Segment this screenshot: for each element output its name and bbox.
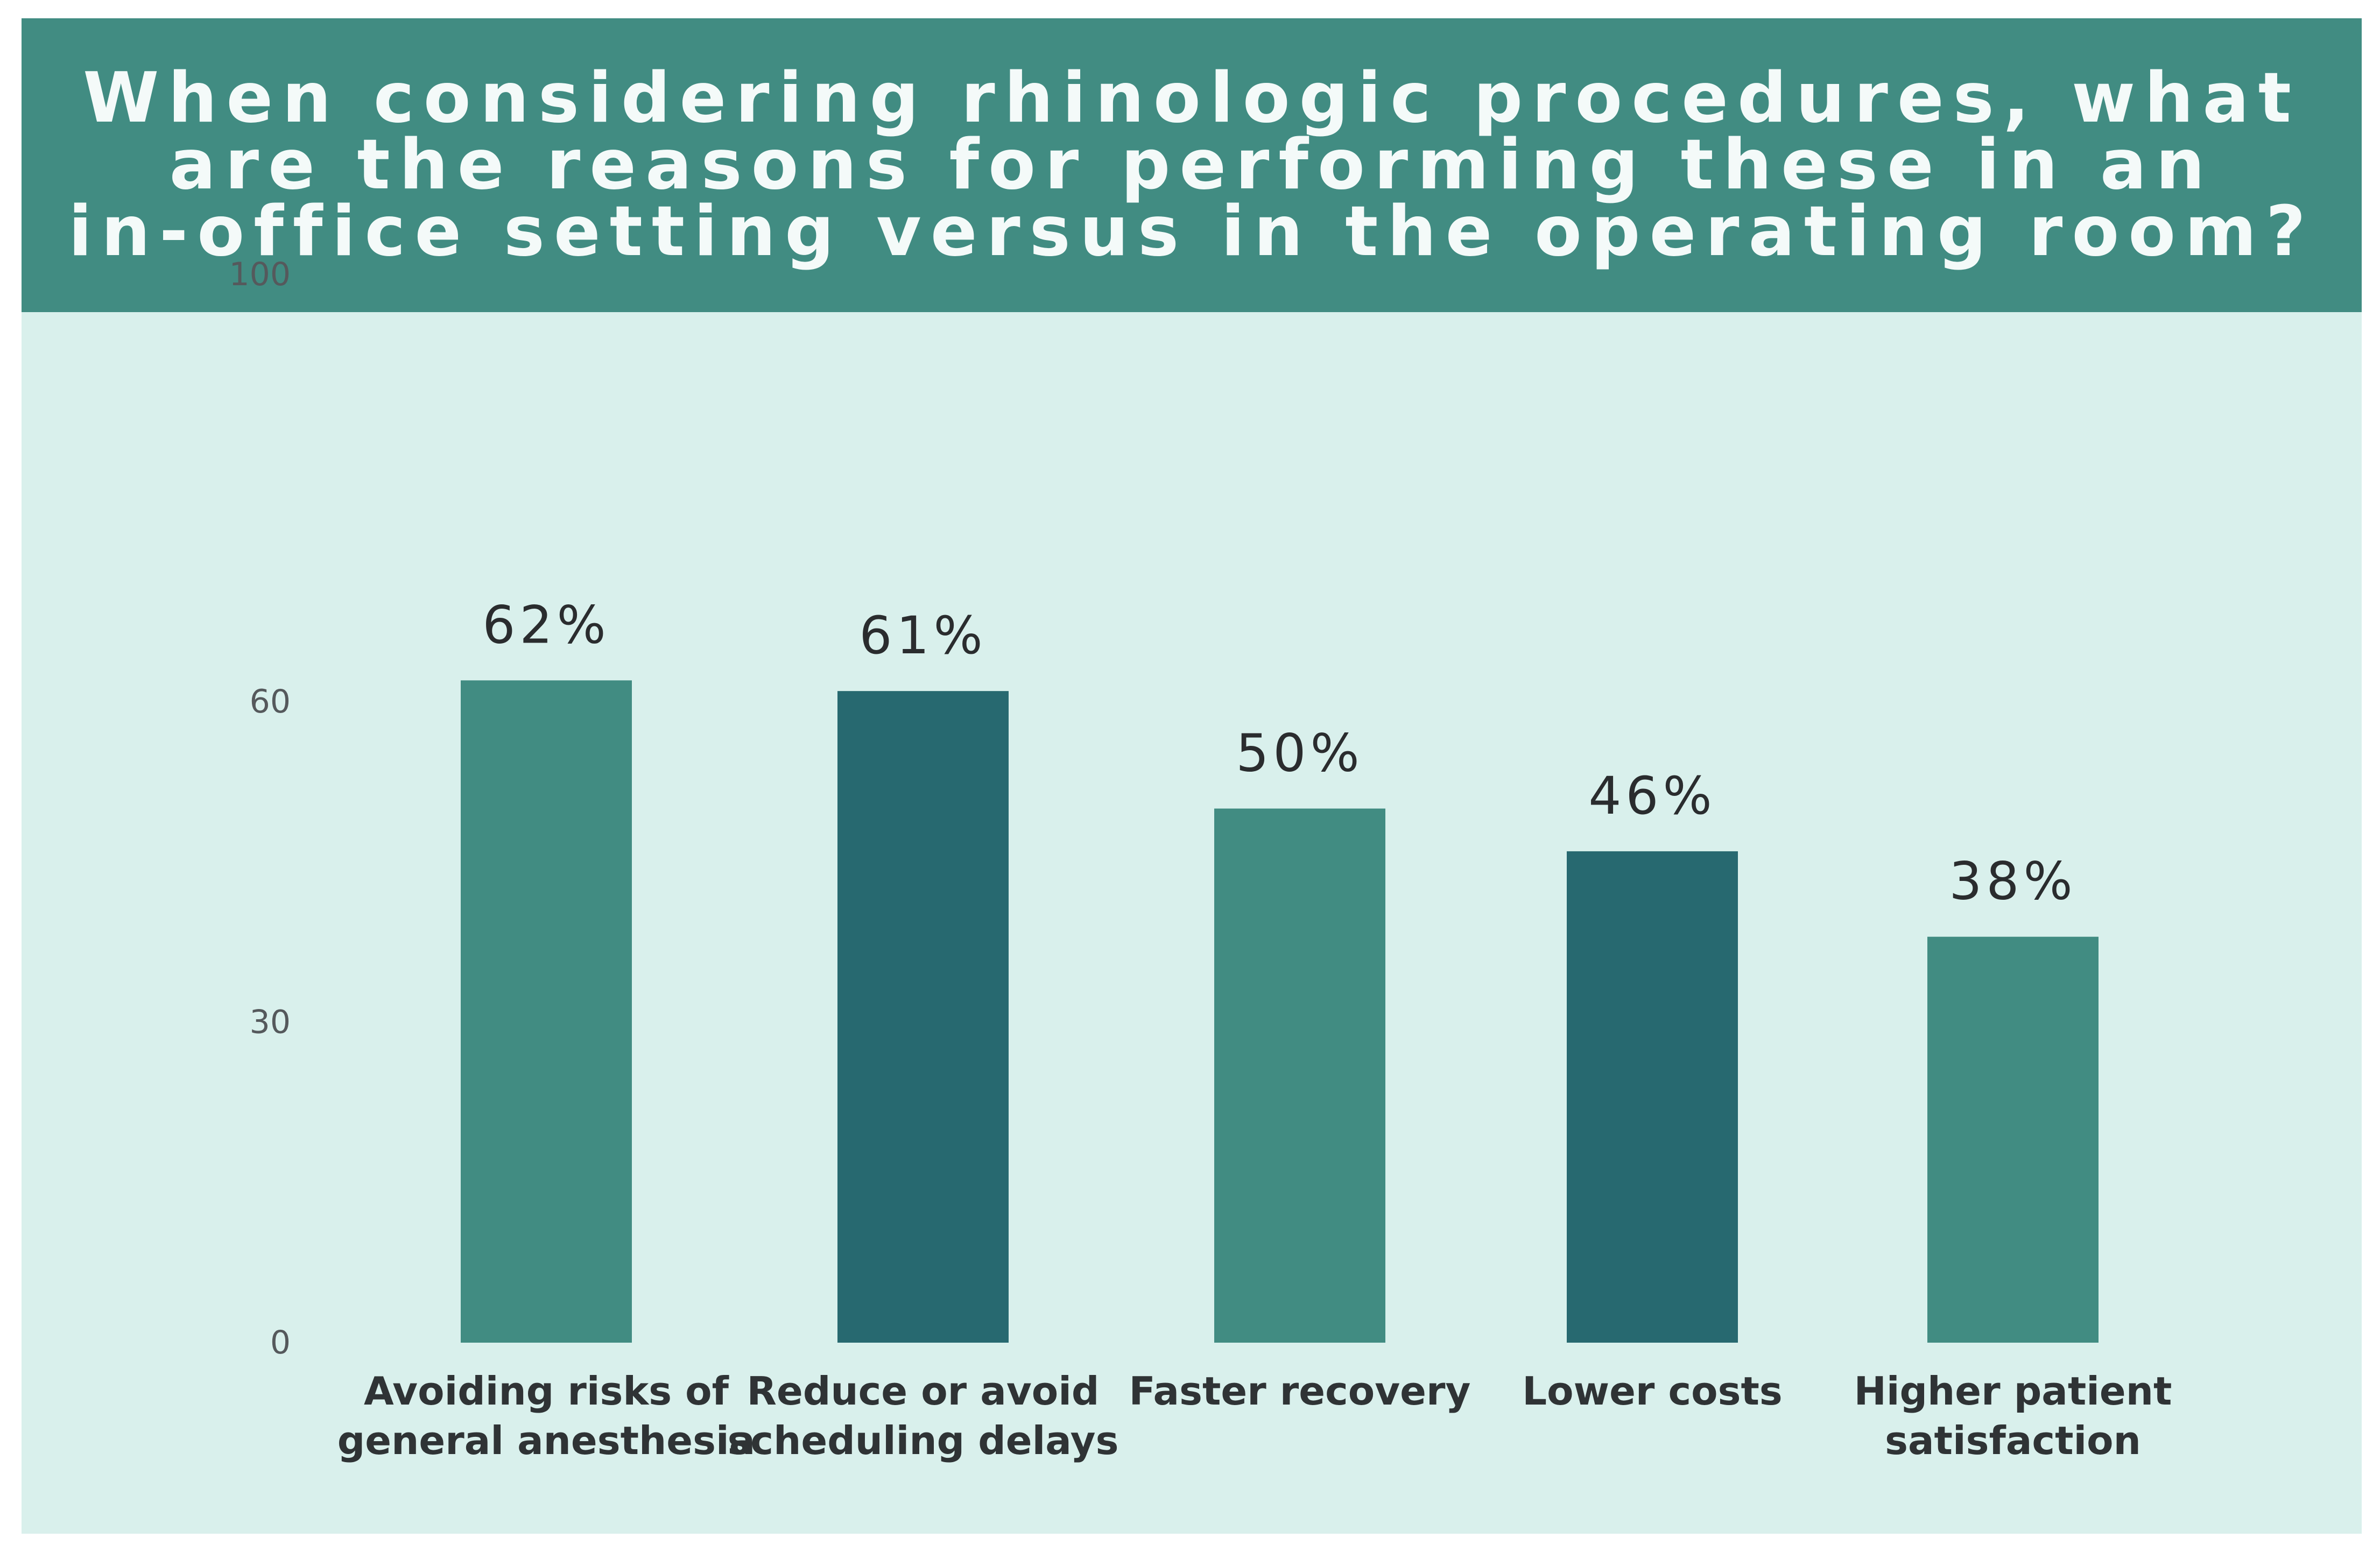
chart-card: When considering rhinologic procedures, … [22, 18, 2362, 1534]
chart-title: When considering rhinologic procedures, … [61, 58, 2322, 272]
bar-value-label: 50% [1236, 723, 1363, 784]
chart-title-line: When considering rhinologic procedures, … [83, 58, 2300, 138]
x-category-label: satisfaction [1885, 1418, 2141, 1463]
title-banner: When considering rhinologic procedures, … [22, 18, 2362, 312]
x-category-label: Higher patient [1854, 1368, 2172, 1414]
bar-value-label: 61% [859, 605, 987, 666]
x-category-label: Faster recovery [1129, 1368, 1471, 1414]
y-tick-label: 0 [270, 1324, 291, 1361]
chart-title-line: in-office setting versus in the operatin… [68, 192, 2315, 272]
x-category-label: scheduling delays [728, 1418, 1119, 1463]
bar [461, 680, 632, 1343]
y-tick-label: 100 [229, 256, 291, 293]
bar-value-label: 62% [482, 595, 610, 655]
bar-value-label: 46% [1588, 766, 1716, 826]
chart-title-line: are the reasons for performing these in … [169, 125, 2214, 205]
bar [1927, 936, 2099, 1343]
x-category-label: Lower costs [1522, 1368, 1783, 1414]
bar [837, 691, 1009, 1343]
bar [1567, 851, 1738, 1343]
y-tick-label: 30 [250, 1004, 291, 1041]
y-tick-label: 60 [250, 683, 291, 721]
x-category-label: Avoiding risks of [364, 1368, 729, 1414]
x-category-label: general anesthesia [337, 1418, 755, 1463]
bar [1214, 808, 1385, 1343]
bar-value-label: 38% [1949, 851, 2076, 912]
x-category-label: Reduce or avoid [747, 1368, 1100, 1414]
